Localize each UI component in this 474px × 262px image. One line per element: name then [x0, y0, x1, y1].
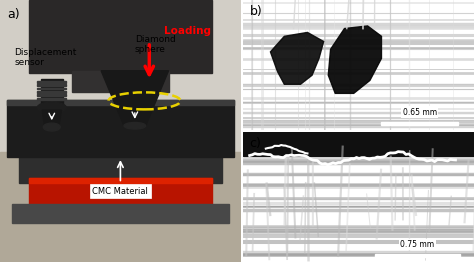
Text: Displacement
sensor: Displacement sensor: [14, 48, 77, 67]
Text: 0.75 mm: 0.75 mm: [400, 240, 434, 249]
Bar: [374, 254, 460, 257]
Bar: [0, 0, 241, 152]
Text: b): b): [250, 5, 263, 18]
Bar: [37, 88, 66, 89]
Polygon shape: [328, 26, 382, 93]
Bar: [19, 152, 221, 183]
Text: Loading: Loading: [164, 26, 211, 36]
Bar: [72, 71, 169, 92]
Bar: [29, 178, 212, 183]
Bar: [7, 100, 234, 157]
Bar: [243, 132, 474, 156]
Bar: [37, 84, 66, 86]
Polygon shape: [101, 71, 169, 126]
Bar: [7, 100, 234, 105]
Bar: [0, 152, 241, 262]
Bar: [41, 79, 63, 105]
Text: Diamond
sphere: Diamond sphere: [135, 35, 175, 54]
Bar: [12, 204, 229, 223]
Text: 0.65 mm: 0.65 mm: [402, 108, 437, 117]
Ellipse shape: [124, 122, 146, 129]
Ellipse shape: [37, 102, 66, 113]
Text: CMC Material: CMC Material: [92, 187, 148, 196]
Bar: [37, 81, 66, 83]
Polygon shape: [271, 32, 324, 84]
Bar: [29, 0, 212, 73]
Text: c): c): [250, 138, 262, 150]
Ellipse shape: [43, 123, 60, 131]
Bar: [382, 122, 458, 124]
Bar: [37, 91, 66, 93]
Text: a): a): [7, 8, 20, 21]
Bar: [37, 94, 66, 96]
Bar: [37, 98, 66, 100]
Bar: [29, 178, 212, 210]
Polygon shape: [42, 110, 62, 126]
